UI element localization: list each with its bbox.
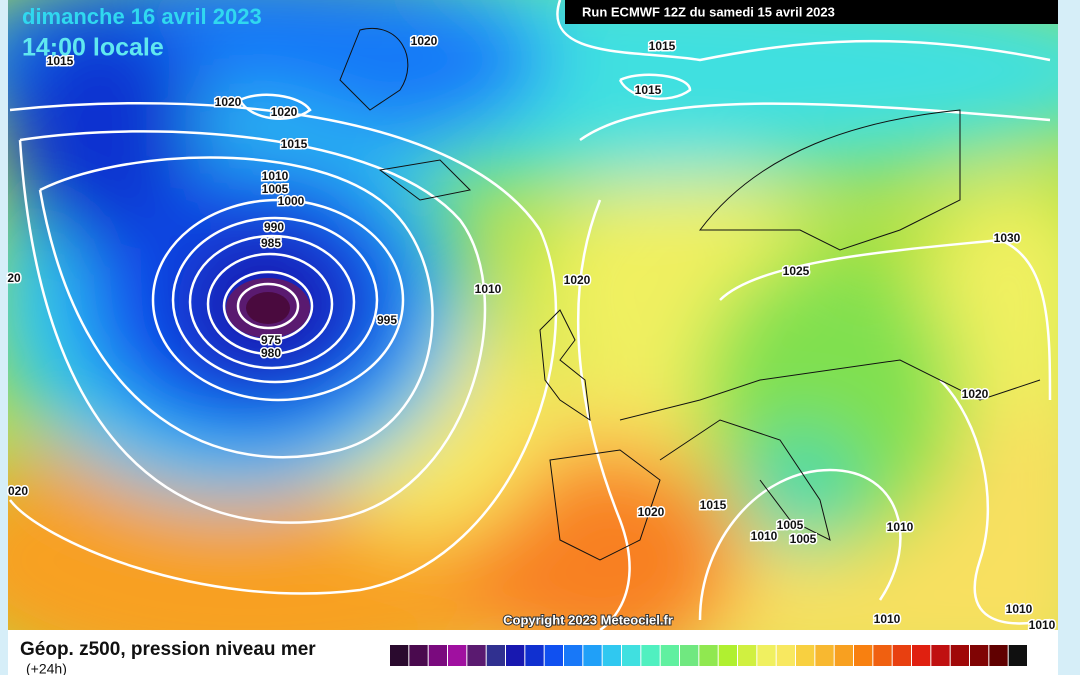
isobar-label: 1010 (874, 612, 901, 626)
colorbar-swatch (390, 645, 409, 666)
colorbar-swatch (467, 645, 486, 666)
legend-subtitle: (+24h) (26, 661, 67, 675)
isobar-label: 1015 (649, 39, 676, 53)
isobar-label: 1020 (564, 273, 591, 287)
isobar-label: 995 (377, 313, 397, 327)
isobar-label: 1030 (994, 231, 1021, 245)
isobar-label: 1005 (777, 518, 804, 532)
colorbar-swatch (815, 645, 834, 666)
colorbar-swatch (854, 645, 873, 666)
colorbar-swatch (699, 645, 718, 666)
copyright: Copyright 2023 Meteociel.fr (503, 612, 673, 627)
colorbar-swatch (834, 645, 853, 666)
isobar-label: 990 (264, 220, 284, 234)
isobar-label: 1010 (262, 169, 289, 183)
forecast-time: 14:00 locale (22, 34, 164, 62)
isobar-label: 980 (261, 346, 281, 360)
colorbar-swatch (583, 645, 602, 666)
isobar-label: 1015 (700, 498, 727, 512)
isobar-label: 020 (8, 484, 28, 498)
colorbar-swatch (912, 645, 931, 666)
isobar-label: 1025 (783, 264, 810, 278)
isobar-label: 1005 (262, 182, 289, 196)
run-info: Run ECMWF 12Z du samedi 15 avril 2023 (582, 4, 835, 19)
colorbar-swatch (1008, 645, 1027, 666)
colorbar-swatch (660, 645, 679, 666)
legend-title: Géop. z500, pression niveau mer (20, 639, 316, 660)
colorbar-swatch (738, 645, 757, 666)
colorbar-swatch (525, 645, 544, 666)
isobar-label: 1010 (751, 529, 778, 543)
colorbar-swatch (506, 645, 525, 666)
colorbar-swatch (622, 645, 641, 666)
isobar-label: 1010 (475, 282, 502, 296)
colorbar-swatch (757, 645, 776, 666)
colorbar-swatch (873, 645, 892, 666)
colorbar-swatch (718, 645, 737, 666)
isobar-label: 1020 (411, 34, 438, 48)
colorbar-swatch (776, 645, 795, 666)
colorbar-swatch (970, 645, 989, 666)
colorbar-swatch (796, 645, 815, 666)
isobar-label: 975 (261, 333, 281, 347)
isobar-label: 1005 (790, 532, 817, 546)
colorbar-swatch (564, 645, 583, 666)
forecast-date: dimanche 16 avril 2023 (22, 4, 262, 29)
isobar-label: 1010 (1006, 602, 1033, 616)
colorbar-swatch (409, 645, 428, 666)
colorbar (390, 645, 1027, 666)
isobar-label: 1000 (278, 194, 305, 208)
colorbar-swatch (428, 645, 447, 666)
colorbar-swatch (931, 645, 950, 666)
isobar-label: 1015 (635, 83, 662, 97)
colorbar-swatch (641, 645, 660, 666)
isobar-label: 1020 (962, 387, 989, 401)
isobar-label: 1020 (271, 105, 298, 119)
isobar-label: 1010 (887, 520, 914, 534)
colorbar-swatch (989, 645, 1008, 666)
isobar-label: 985 (261, 236, 281, 250)
colorbar-swatch (448, 645, 467, 666)
colorbar-swatch (950, 645, 969, 666)
isobar-label: 1015 (47, 54, 74, 68)
isobar-label: 1020 (638, 505, 665, 519)
run-banner (565, 0, 1058, 24)
colorbar-swatch (544, 645, 563, 666)
isobar-label: 1020 (215, 95, 242, 109)
colorbar-swatch (892, 645, 911, 666)
colorbar-swatch (486, 645, 505, 666)
colorbar-swatch (680, 645, 699, 666)
isobar-label: 20 (7, 271, 21, 285)
colorbar-swatch (602, 645, 621, 666)
isobar-label: 1010 (1029, 618, 1056, 632)
isobar-label: 1015 (281, 137, 308, 151)
